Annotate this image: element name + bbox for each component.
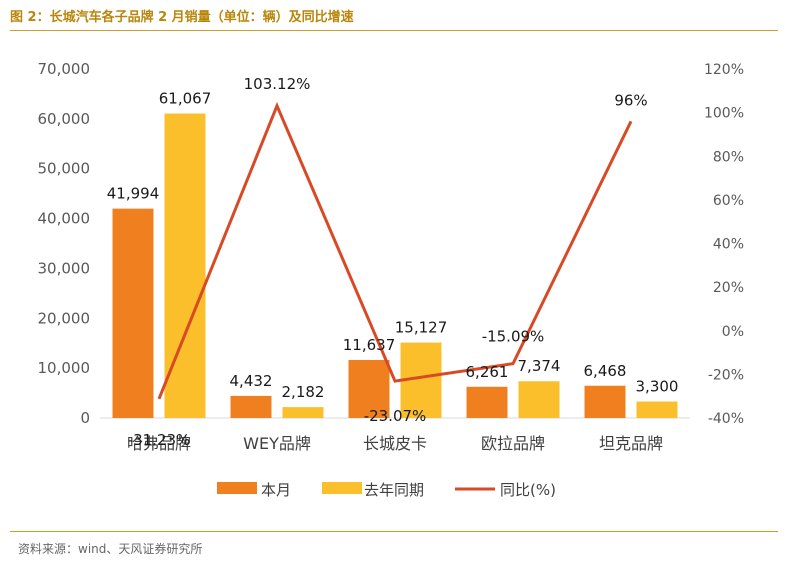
yoy-data-label: 103.12% (244, 75, 311, 93)
data-labels: 41,994 4,432 11,637 6,261 6,468 61,067 2,182 15… (107, 75, 679, 449)
left-axis: 0 10,000 20,000 30,000 40,000 50,000 60,000 70,… (38, 60, 91, 427)
left-tick-label: 70,000 (38, 60, 91, 78)
combo-chart: 0 10,000 20,000 30,000 40,000 50,000 60,000 70,… (38, 60, 745, 499)
right-tick-label: 0% (722, 324, 744, 340)
legend-swatch (322, 482, 362, 494)
figure-title: 图 2：长城汽车各子品牌 2 月销量（单位：辆）及同比增速 (10, 10, 354, 25)
category-label: 欧拉品牌 (481, 434, 545, 453)
top-rule (10, 30, 778, 31)
legend-swatch (217, 482, 257, 494)
left-tick-label: 10,000 (38, 359, 91, 377)
category-label: 坦克品牌 (599, 434, 663, 453)
yoy-data-label: 96% (614, 91, 647, 109)
right-axis: -40% -20% 0% 20% 40% 60% 80% 100% 120% (704, 62, 744, 427)
bar-data-label: 15,127 (395, 319, 448, 337)
bottom-rule (10, 531, 778, 532)
yoy-line (157, 101, 633, 400)
yoy-data-label: -31.23% (128, 431, 191, 449)
bar-current-month (230, 395, 272, 418)
bar-last-year (282, 407, 324, 418)
yoy-data-label: -15.09% (482, 328, 545, 346)
bar-current-month (466, 386, 508, 418)
yoy-data-label: -23.07% (364, 407, 427, 425)
left-tick-label: 40,000 (38, 210, 91, 228)
bar-current-month (112, 208, 154, 418)
bar-data-label: 61,067 (159, 90, 212, 108)
bar-current-month (584, 385, 626, 418)
bar-data-label: 41,994 (107, 185, 160, 203)
right-tick-label: 20% (713, 280, 744, 296)
left-tick-label: 30,000 (38, 259, 91, 277)
bar-data-label: 2,182 (282, 383, 325, 401)
right-tick-label: 80% (713, 149, 744, 165)
right-tick-label: 120% (704, 62, 744, 78)
bar-data-label: 3,300 (636, 378, 679, 396)
left-tick-label: 20,000 (38, 309, 91, 327)
legend: 本月 去年同期 同比(%) (217, 481, 556, 499)
bar-current-month (348, 359, 390, 418)
bar-data-label: 11,637 (343, 336, 396, 354)
bar-last-year (518, 381, 560, 418)
category-label: 长城皮卡 (363, 434, 427, 453)
right-tick-label: -40% (708, 411, 744, 427)
bar-data-label: 6,261 (466, 363, 509, 381)
legend-label: 去年同期 (364, 481, 424, 499)
bar-data-label: 6,468 (584, 362, 627, 380)
legend-label: 同比(%) (500, 481, 556, 499)
legend-label: 本月 (261, 481, 291, 499)
right-tick-label: 40% (713, 237, 744, 253)
bar-series (112, 113, 678, 418)
bar-last-year (636, 401, 678, 418)
right-tick-label: 100% (704, 106, 744, 122)
category-labels: 哈弗品牌 WEY品牌 长城皮卡 欧拉品牌 坦克品牌 (127, 434, 663, 453)
left-tick-label: 60,000 (38, 110, 91, 128)
category-label: 哈弗品牌 (127, 434, 191, 453)
right-tick-label: 60% (713, 193, 744, 209)
category-label: WEY品牌 (243, 434, 311, 453)
bar-data-label: 4,432 (230, 372, 273, 390)
bar-data-label: 7,374 (518, 357, 561, 375)
left-tick-label: 0 (80, 409, 90, 427)
left-tick-label: 50,000 (38, 160, 91, 178)
right-tick-label: -20% (708, 367, 744, 383)
source-note: 资料来源：wind、天风证券研究所 (18, 542, 203, 556)
yoy-line-series (157, 101, 633, 400)
